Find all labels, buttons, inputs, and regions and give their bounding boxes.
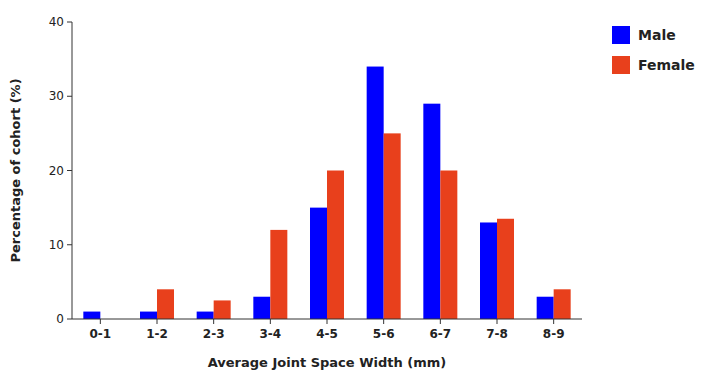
bar [327,171,344,320]
bar [310,208,327,319]
x-tick-label: 1-2 [146,327,168,341]
y-tick [67,96,72,97]
bar [83,312,100,319]
y-tick [67,22,72,23]
bar [537,297,554,319]
bar [140,312,157,319]
bar [554,289,571,319]
bar [157,289,174,319]
y-tick [67,319,72,320]
y-tick-label: 20 [49,164,64,178]
x-axis-label: Average Joint Space Width (mm) [208,355,447,370]
legend: Male Female [612,26,695,74]
x-tick [213,319,214,324]
bar [367,67,384,319]
bars [83,67,570,319]
bar [197,312,214,319]
x-tick [440,319,441,324]
axes: 0 10 20 30 40 0-1 1-2 2-3 3-4 4-5 5-6 6-7 7-8 8-9 [49,15,582,341]
y-tick [67,170,72,171]
x-tick [327,319,328,324]
y-tick-label: 30 [49,89,64,103]
x-tick-label: 2-3 [203,327,225,341]
x-tick [383,319,384,324]
legend-label: Male [638,27,676,43]
legend-label: Female [638,57,695,73]
bar [497,219,514,319]
legend-swatch [612,26,630,44]
y-tick [67,244,72,245]
bar [384,133,401,319]
bar [440,171,457,320]
bar [480,222,497,319]
y-tick-label: 40 [49,15,64,29]
legend-swatch [612,56,630,74]
x-tick [497,319,498,324]
x-tick [270,319,271,324]
x-tick-label: 3-4 [259,327,281,341]
x-tick-label: 7-8 [486,327,508,341]
x-tick [553,319,554,324]
bar [423,104,440,319]
y-tick-label: 0 [56,312,64,326]
y-axis-label: Percentage of cohort (%) [8,78,23,262]
x-tick-label: 6-7 [429,327,451,341]
chart-svg: 0 10 20 30 40 0-1 1-2 2-3 3-4 4-5 5-6 6-7 7-8 8-9 Aver… [0,0,722,381]
x-tick-label: 0-1 [89,327,111,341]
y-tick-label: 10 [49,238,64,252]
chart-container: 0 10 20 30 40 0-1 1-2 2-3 3-4 4-5 5-6 6-7 7-8 8-9 Aver… [0,0,722,381]
x-tick [157,319,158,324]
bar [214,300,231,319]
bar [253,297,270,319]
x-tick-label: 4-5 [316,327,338,341]
bar [270,230,287,319]
x-tick-label: 8-9 [543,327,565,341]
x-tick-label: 5-6 [373,327,395,341]
x-tick [100,319,101,324]
